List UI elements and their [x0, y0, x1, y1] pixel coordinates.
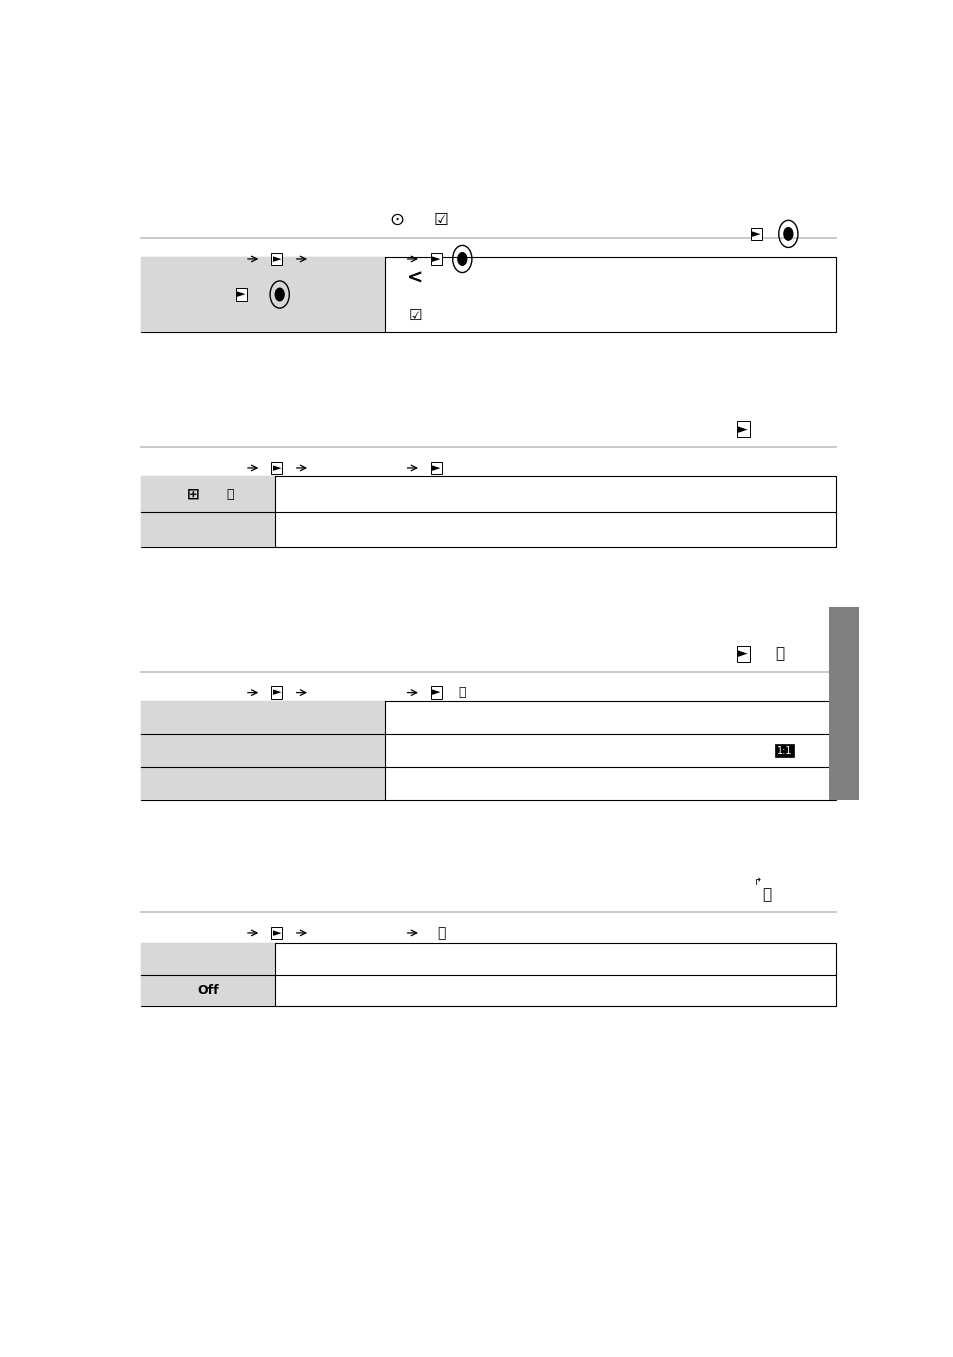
Text: ⊙: ⊙	[389, 212, 404, 229]
Text: ►: ►	[432, 463, 440, 474]
Text: 🔍: 🔍	[226, 487, 233, 501]
Text: ►: ►	[273, 928, 281, 938]
Circle shape	[275, 288, 284, 301]
Text: ►: ►	[752, 229, 760, 239]
Text: ►: ►	[432, 254, 440, 265]
Text: ►: ►	[738, 647, 747, 661]
Bar	[141, 476, 274, 512]
Text: Off: Off	[197, 984, 218, 997]
Bar	[141, 256, 836, 332]
Text: ►: ►	[273, 688, 281, 697]
Bar	[141, 767, 385, 801]
Text: ⊞: ⊞	[187, 487, 199, 502]
Text: ☑: ☑	[433, 212, 448, 229]
Text: 1:1: 1:1	[776, 745, 792, 756]
Text: ►: ►	[273, 254, 281, 265]
Bar	[141, 734, 385, 767]
Text: ↱: ↱	[753, 877, 761, 886]
Bar	[141, 702, 836, 801]
Text: 🗂: 🗂	[437, 925, 445, 940]
Bar	[141, 476, 836, 547]
Bar	[141, 512, 274, 547]
Text: 🔍: 🔍	[774, 646, 783, 661]
Bar	[141, 256, 385, 332]
Text: ►: ►	[236, 289, 245, 300]
Bar	[141, 974, 274, 1006]
Bar	[141, 943, 274, 974]
Text: 🗂: 🗂	[761, 886, 771, 902]
Circle shape	[457, 252, 466, 265]
Text: 🔍: 🔍	[458, 687, 466, 699]
Text: <: <	[406, 269, 423, 288]
Bar	[828, 607, 858, 801]
Text: ►: ►	[273, 463, 281, 474]
Bar	[141, 943, 836, 1006]
Bar	[141, 702, 385, 734]
Text: ►: ►	[738, 423, 747, 436]
Text: ☑: ☑	[408, 308, 421, 323]
Circle shape	[783, 228, 792, 240]
Text: ►: ►	[432, 688, 440, 697]
